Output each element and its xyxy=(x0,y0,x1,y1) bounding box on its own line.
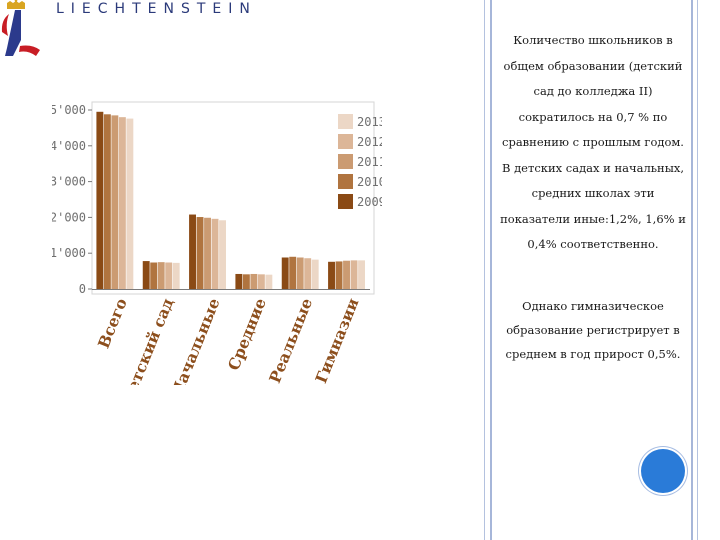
y-tick-label: 3'000 xyxy=(52,175,86,189)
x-category-label: Реальные xyxy=(265,295,316,385)
bar xyxy=(111,115,119,290)
frame-line xyxy=(691,0,693,540)
y-tick-label: 1'000 xyxy=(52,246,86,260)
text-panel: Количество школьников в общем образовани… xyxy=(500,28,686,366)
bar xyxy=(343,260,350,289)
bar xyxy=(265,274,273,289)
frame-line xyxy=(697,0,698,540)
y-tick-label: 0 xyxy=(79,282,86,296)
bar xyxy=(96,111,104,289)
bar xyxy=(235,273,243,289)
bar xyxy=(157,262,165,289)
bar xyxy=(296,257,304,289)
bar xyxy=(126,118,134,289)
paragraph-enrollment: Количество школьников в общем образовани… xyxy=(500,33,686,251)
bar xyxy=(219,220,226,289)
legend-swatch xyxy=(338,114,353,129)
bar xyxy=(250,273,258,289)
x-category-label: Средние xyxy=(224,295,270,373)
bar xyxy=(189,214,196,289)
x-category-label: Начальные xyxy=(167,295,224,385)
frame-line xyxy=(490,0,492,540)
bar xyxy=(204,217,211,289)
brand-name: LIECHTENSTEIN xyxy=(56,1,257,17)
bar xyxy=(172,262,180,289)
legend-label: 2013/14 xyxy=(357,115,382,129)
y-tick-label: 4'000 xyxy=(52,139,86,153)
bar xyxy=(242,274,250,289)
legend-swatch xyxy=(338,194,353,209)
y-tick-label: 2'000 xyxy=(52,210,86,224)
x-category-label: Всего xyxy=(94,295,131,351)
bar xyxy=(335,261,343,289)
bar xyxy=(165,262,173,289)
bar xyxy=(358,260,365,289)
y-tick-label: 5'000 xyxy=(52,103,86,117)
bar xyxy=(281,257,289,289)
plot-frame xyxy=(91,101,375,295)
bar xyxy=(196,217,204,289)
bar xyxy=(150,262,158,289)
bar xyxy=(311,259,319,289)
bar xyxy=(289,256,297,289)
legend-swatch xyxy=(338,174,353,189)
legend-label: 2010/11 xyxy=(357,175,382,189)
frame-line xyxy=(484,0,485,540)
bar xyxy=(304,258,312,289)
paragraph-gymnasium: Однако гимназическое образование регистр… xyxy=(505,298,681,361)
bar xyxy=(118,117,126,289)
bar xyxy=(257,274,265,289)
x-category-label: Гимназии xyxy=(311,295,362,385)
bar xyxy=(211,218,219,289)
bar xyxy=(328,261,335,289)
legend-swatch xyxy=(338,154,353,169)
legend-label: 2011/12 xyxy=(357,155,382,169)
liechtenstein-logo-icon xyxy=(0,0,52,62)
bar xyxy=(142,261,150,289)
legend-label: 2009/10 xyxy=(357,195,382,209)
legend-swatch xyxy=(338,134,353,149)
bar xyxy=(350,260,358,289)
decorative-circle xyxy=(641,449,685,493)
bar xyxy=(103,114,111,290)
